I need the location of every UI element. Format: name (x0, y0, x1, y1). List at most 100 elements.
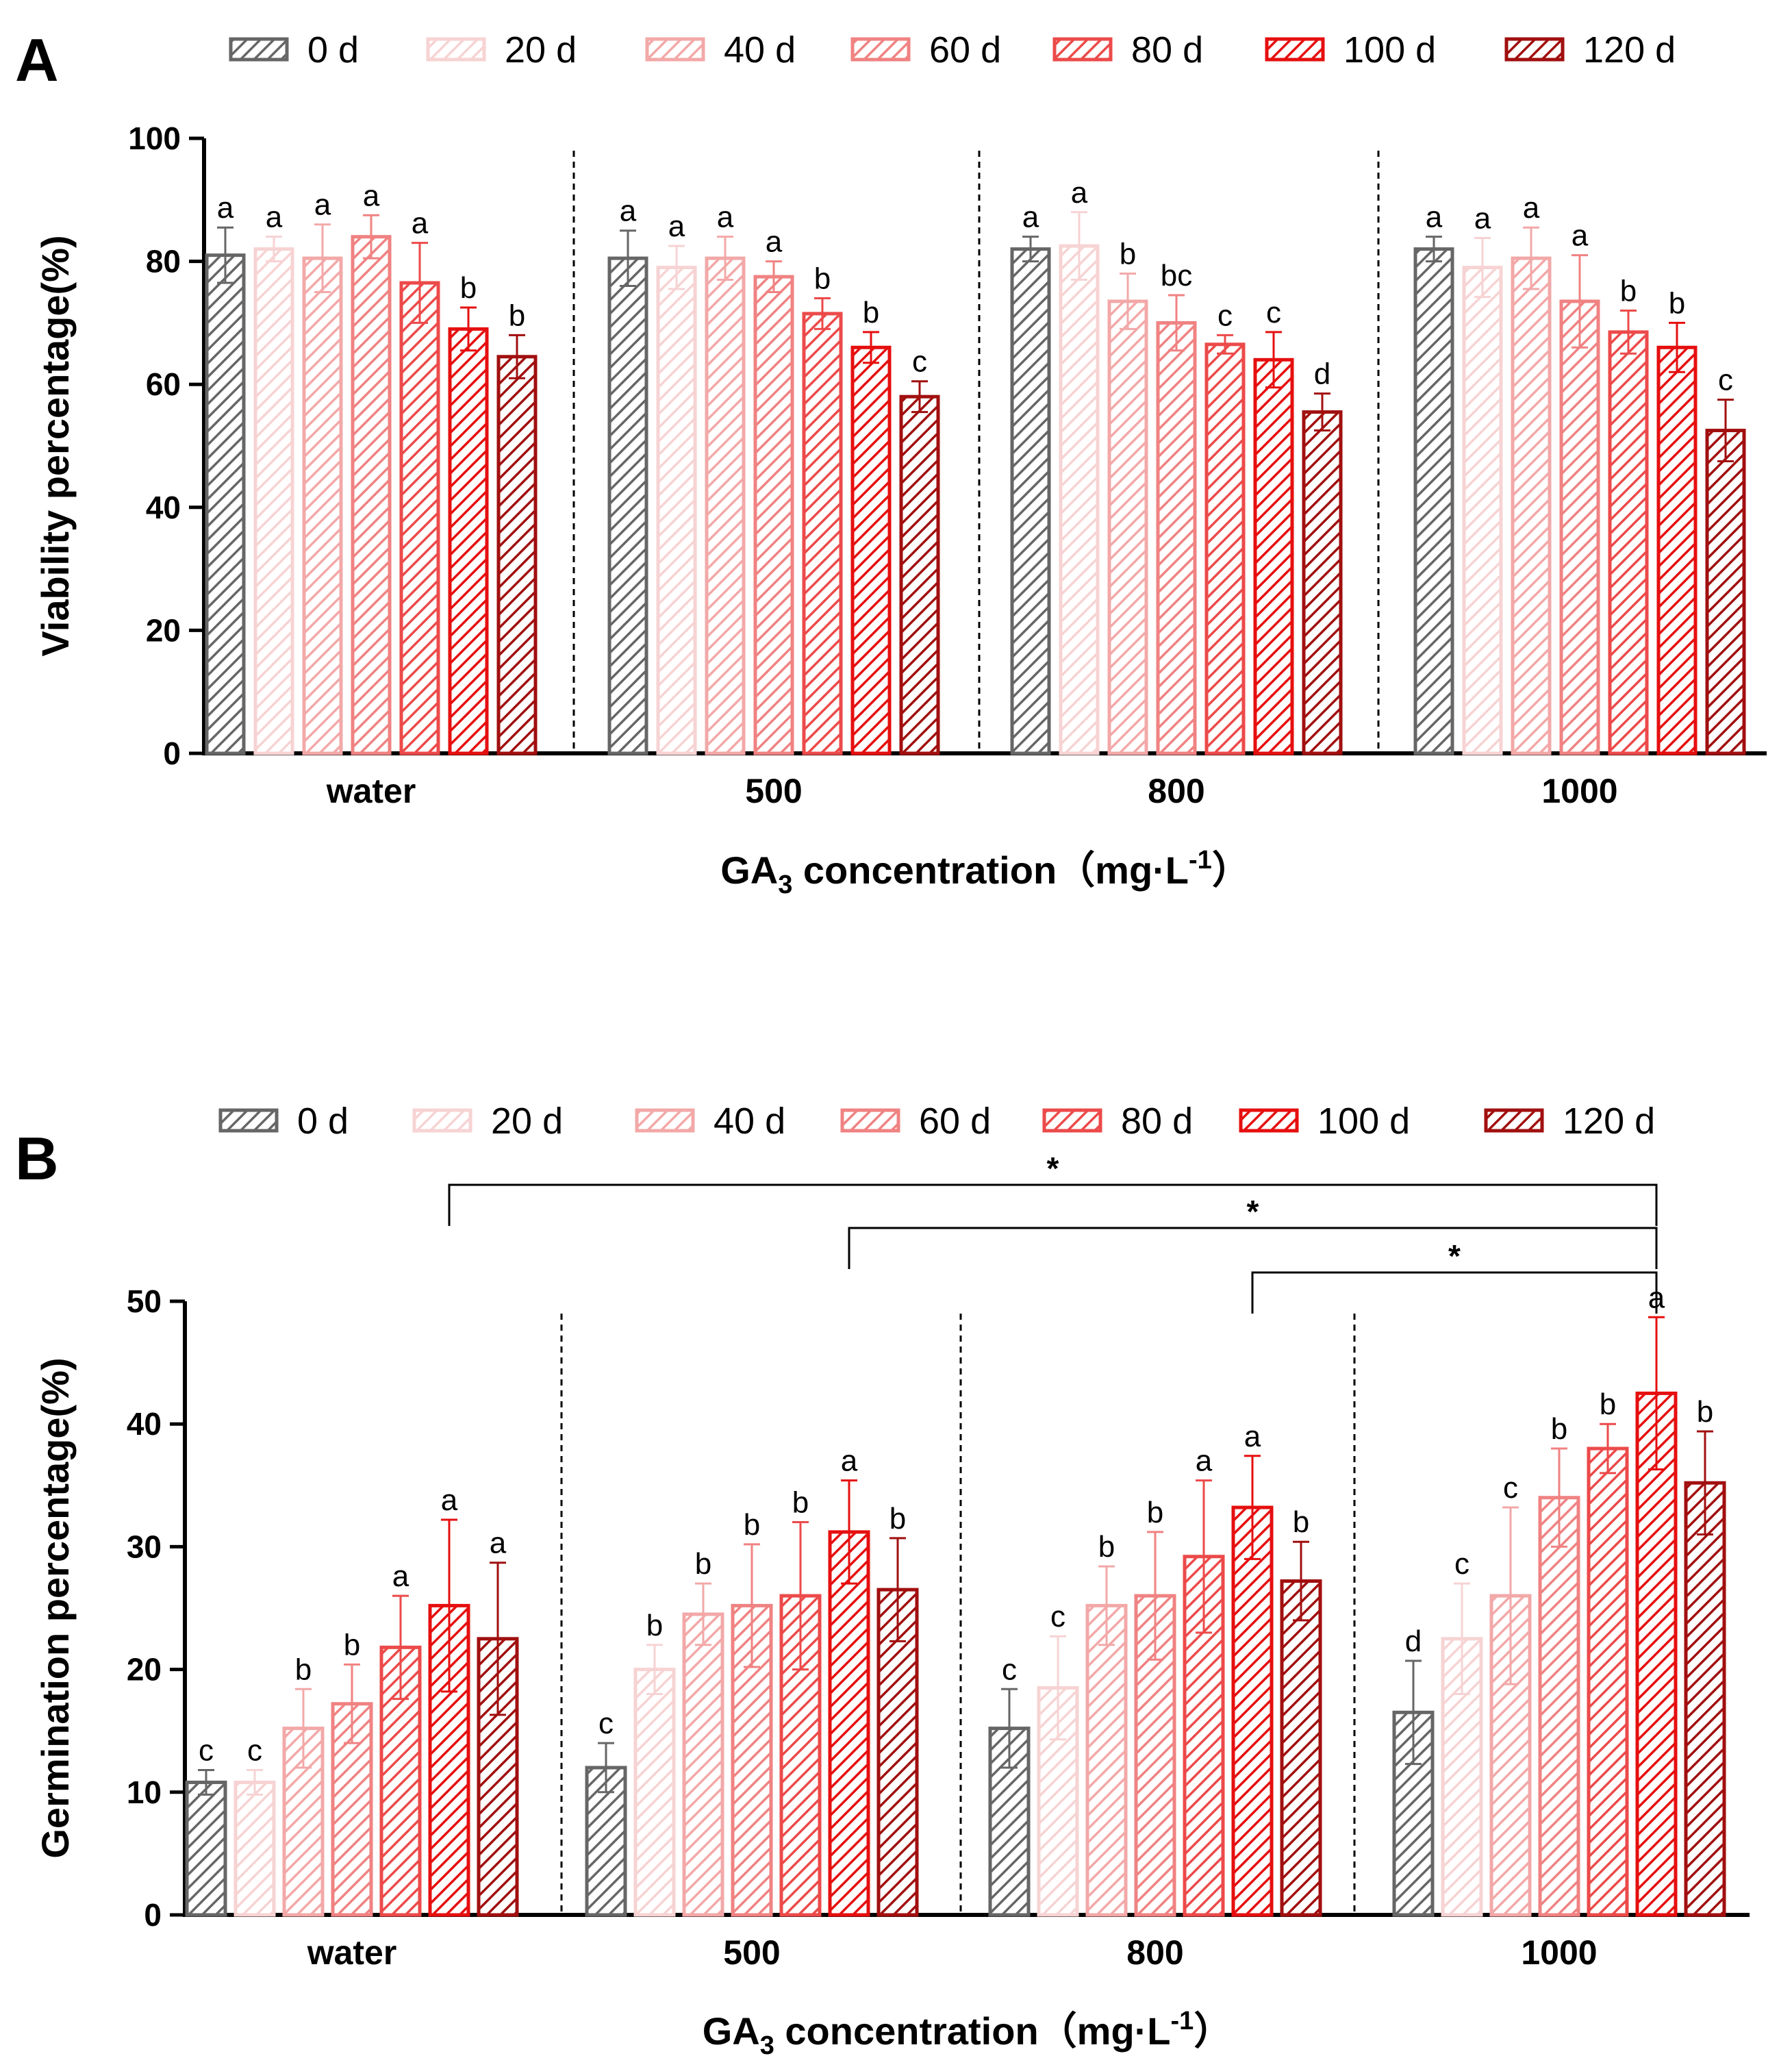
significance-letter: d (1314, 358, 1330, 391)
bar (1085, 1603, 1128, 1917)
significance-letter: c (1503, 1471, 1518, 1505)
legend-swatch (229, 37, 289, 62)
bar (1684, 1481, 1726, 1917)
x-category-label: 1000 (1521, 1933, 1597, 1972)
significance-letter: a (490, 1527, 507, 1560)
y-tick-label: 20 (146, 612, 181, 648)
significance-letter: b (295, 1653, 312, 1686)
y-tick-label: 20 (127, 1652, 162, 1688)
bar (253, 247, 294, 755)
significance-letter: b (889, 1502, 906, 1535)
significance-letter: b (1669, 286, 1685, 320)
significance-letter: c (1217, 299, 1233, 332)
bar (351, 235, 392, 755)
significance-letter: b (814, 262, 831, 295)
significance-letter: b (344, 1628, 360, 1662)
significance-letter: b (1620, 274, 1637, 308)
significance-letter: b (1551, 1412, 1567, 1446)
legend-label: 0 d (307, 29, 359, 71)
significance-letter: c (247, 1734, 262, 1768)
significance-letter: c (1266, 296, 1281, 329)
significance-letter: a (1523, 191, 1540, 225)
legend-label: 60 d (929, 29, 1001, 71)
legend-swatch (1265, 37, 1325, 62)
significance-letter: a (1071, 176, 1088, 210)
comparison-star: * (1247, 1194, 1259, 1229)
legend-label: 80 d (1121, 1101, 1193, 1142)
bar (1462, 266, 1503, 755)
significance-letter: a (1474, 201, 1491, 235)
x-axis-title-part: 3 (778, 870, 792, 899)
bar (399, 281, 440, 755)
legend-swatch (218, 1108, 279, 1133)
significance-letter: a (412, 207, 429, 240)
bar (802, 312, 843, 755)
legend-label: 100 d (1343, 29, 1436, 71)
y-tick-label: 40 (127, 1406, 162, 1442)
y-tick-label: 100 (128, 121, 181, 156)
comparison-star: * (1047, 1151, 1059, 1186)
x-axis-title-part: 3 (760, 2031, 774, 2060)
bar (1204, 342, 1246, 755)
bar (1156, 321, 1197, 755)
bar (731, 1603, 773, 1917)
legend-label: 120 d (1583, 29, 1676, 71)
y-axis-title: Viability percentage(%) (34, 235, 77, 656)
significance-letter: b (460, 271, 477, 305)
bar (1413, 247, 1454, 755)
significance-letter: b (509, 299, 525, 332)
significance-letter: c (1002, 1653, 1017, 1686)
x-axis-title-part: concentration（mg·L (774, 2009, 1171, 2053)
bar (282, 1727, 325, 1917)
x-axis-title-part: -1 (1189, 846, 1212, 875)
x-category-label: 800 (1126, 1933, 1183, 1972)
bar (302, 256, 343, 755)
significance-letter: b (646, 1609, 663, 1642)
bar (682, 1612, 724, 1917)
x-axis-title-part: concentration（mg·L (792, 849, 1189, 892)
legend-swatch (1239, 1108, 1299, 1133)
significance-letter: b (792, 1486, 809, 1520)
x-axis-title-part: ） (1194, 2009, 1232, 2053)
x-axis-title-part: GA (720, 849, 778, 892)
bar (828, 1530, 870, 1917)
panel-letter: A (15, 26, 59, 94)
significance-letter: b (863, 296, 879, 329)
significance-letter: a (668, 210, 685, 243)
x-category-label: 500 (723, 1933, 780, 1972)
significance-letter: b (1147, 1496, 1163, 1529)
significance-letter: a (620, 195, 637, 228)
y-tick-label: 0 (144, 1897, 162, 1933)
bar (234, 1780, 276, 1917)
bar (1302, 410, 1343, 755)
significance-letter: a (392, 1559, 409, 1593)
bar (1705, 429, 1746, 755)
bar (876, 1588, 919, 1917)
bar (1538, 1496, 1580, 1917)
y-axis-title: Germination percentage(%) (34, 1357, 77, 1858)
x-category-label: 1000 (1541, 772, 1617, 810)
panel-letter: B (15, 1125, 59, 1192)
x-axis-title-part: ） (1212, 849, 1250, 892)
legend-label: 40 d (724, 29, 796, 71)
x-category-label: 500 (745, 772, 802, 810)
legend-swatch (645, 37, 705, 62)
bar (1608, 330, 1649, 755)
bar (1280, 1579, 1322, 1917)
y-tick-label: 60 (146, 366, 181, 402)
y-tick-label: 0 (163, 736, 181, 771)
bar (607, 256, 648, 755)
significance-letter: b (744, 1508, 760, 1542)
significance-letter: a (314, 188, 331, 222)
comparison-bracket (848, 1227, 1658, 1269)
bar (1231, 1505, 1274, 1917)
significance-letter: b (695, 1547, 711, 1581)
y-tick-label: 30 (127, 1529, 162, 1564)
significance-letter: b (1600, 1388, 1616, 1421)
legend-swatch (1504, 37, 1565, 62)
bar (753, 275, 794, 755)
bar (899, 394, 940, 755)
significance-letter: d (1405, 1625, 1422, 1658)
legend-label: 100 d (1317, 1101, 1410, 1142)
